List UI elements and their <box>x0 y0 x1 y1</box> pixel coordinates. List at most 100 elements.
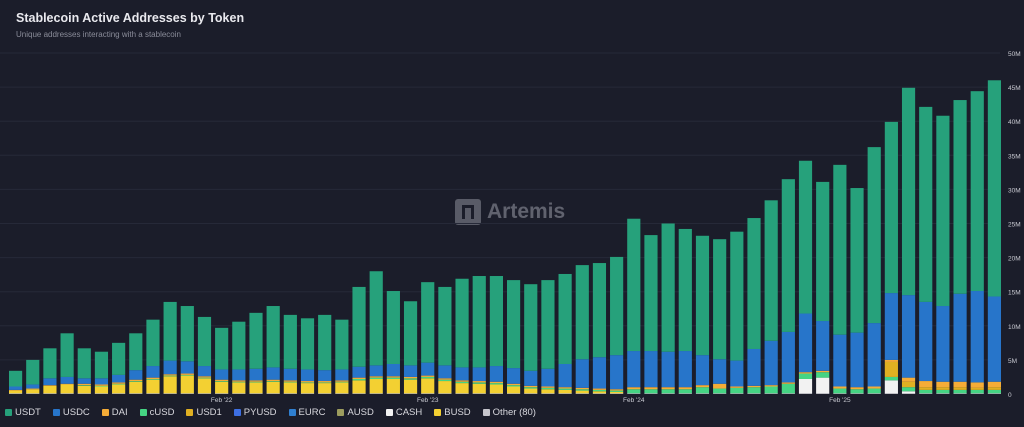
bar-segment-usdt <box>936 115 950 307</box>
y-tick-label: 20M <box>1008 256 1021 263</box>
bar-segment-other-80 <box>197 393 212 394</box>
bar-segment-cusd <box>438 379 452 382</box>
bar-segment-usdc <box>541 368 555 387</box>
bar-segment-other-80 <box>43 393 57 394</box>
bar-segment-dai <box>953 381 967 388</box>
bar-segment-usdt <box>403 301 418 366</box>
legend-swatch-icon <box>101 409 109 416</box>
bar-segment-cusd <box>472 382 486 384</box>
legend-item[interactable]: USDT <box>5 407 41 418</box>
legend-item[interactable]: cUSD <box>139 407 174 418</box>
bar-segment-usdc <box>833 334 847 387</box>
bar-segment-cusd <box>421 376 435 379</box>
bar-segment-usd1 <box>953 387 967 390</box>
bar-segment-usdc <box>163 360 177 375</box>
bar-segment-usdc <box>318 370 332 382</box>
legend-item[interactable]: DAI <box>101 407 128 418</box>
bar-segment-other-80 <box>163 393 177 394</box>
legend-swatch-icon <box>482 409 490 416</box>
bar-segment-usdt <box>610 256 624 356</box>
legend-item[interactable]: AUSD <box>337 407 374 418</box>
bar-segment-busd <box>507 386 521 394</box>
legend-item[interactable]: Other (80) <box>482 407 536 418</box>
bar-segment-usdc <box>249 368 263 381</box>
bar-segment-usdc <box>455 367 469 381</box>
legend-label: USDC <box>62 407 90 418</box>
bar-segment-usdt <box>94 351 109 379</box>
legend-item[interactable]: CASH <box>385 407 422 418</box>
bar-segment-usd1 <box>970 387 984 390</box>
legend: USDT USDC DAI cUSD USD1 PYUSD EURC AUSD CASH BUSD… <box>5 407 536 418</box>
bar-segment-busd <box>180 375 194 394</box>
bar-segment-usdc <box>9 386 23 390</box>
bar-segment-usdt <box>730 231 744 361</box>
bar-segment-cusd <box>232 381 246 383</box>
bar-segment-other-80 <box>919 393 933 394</box>
bar-segment-usdc <box>816 321 830 371</box>
bar-segment-usdc <box>507 368 521 384</box>
bar-segment-usdc <box>403 365 418 377</box>
bar-segment-usdc <box>386 363 400 377</box>
bar-segment-cusd <box>489 383 503 385</box>
bar-segment-usd1 <box>901 381 916 388</box>
bar-segment-usdc <box>352 366 366 378</box>
legend-label: BUSD <box>444 407 471 418</box>
bar-segment-usdt <box>369 271 383 366</box>
bar-segment-cusd <box>987 389 1001 394</box>
bar-segment-usdt <box>300 318 315 370</box>
bar-segment-cusd <box>661 389 675 394</box>
bar-segment-usdt <box>60 333 74 377</box>
bar-segment-cusd <box>558 388 572 390</box>
bar-segment-dai <box>764 385 778 387</box>
bar-segment-dai <box>936 381 950 388</box>
bar-segment-other-80 <box>850 393 864 394</box>
bar-segment-dai <box>197 376 212 378</box>
bar-segment-cusd <box>77 385 91 386</box>
bar-segment-cusd <box>386 377 400 379</box>
legend-item[interactable]: USDC <box>52 407 90 418</box>
bar-segment-cusd <box>197 377 212 379</box>
y-tick-label: 15M <box>1008 290 1021 297</box>
bar-segment-usdc <box>661 351 675 388</box>
bar-segment-other-80 <box>232 393 246 394</box>
bar-segment-usdc <box>283 368 297 381</box>
bar-segment-cusd <box>163 375 177 377</box>
bar-segment-other-80 <box>352 393 366 394</box>
bar-segment-usdt <box>884 121 898 294</box>
legend-item[interactable]: PYUSD <box>233 407 277 418</box>
bar-segment-usdt <box>146 319 160 367</box>
bar-segment-busd <box>352 380 366 394</box>
bar-segment-usdc <box>798 313 813 373</box>
bar-segment-usdc <box>953 293 967 382</box>
bar-segment-usd1 <box>936 387 950 390</box>
bar-segment-cusd <box>112 383 126 385</box>
bar-segment-other-80 <box>60 393 74 394</box>
bar-segment-usdt <box>661 223 675 352</box>
bar-segment-usdt <box>781 179 795 332</box>
bar-segment-usdt <box>695 235 710 356</box>
bar-segment-dai <box>318 381 332 383</box>
legend-item[interactable]: EURC <box>288 407 325 418</box>
bar-segment-cusd <box>283 381 297 383</box>
bar-segment-usdt <box>764 200 778 341</box>
artemis-watermark: Artemis <box>455 199 565 225</box>
bar-segment-busd <box>129 381 143 394</box>
bar-segment-cusd <box>318 382 332 384</box>
bar-segment-other-80 <box>678 393 692 394</box>
bar-segment-usdc <box>180 361 194 374</box>
bar-segment-other-80 <box>507 393 521 394</box>
bar-segment-usdt <box>129 333 143 371</box>
bar-segment-busd <box>489 384 503 394</box>
bar-segment-cusd <box>816 372 830 378</box>
legend-item[interactable]: BUSD <box>434 407 471 418</box>
bar-segment-cusd <box>884 376 898 381</box>
legend-item[interactable]: USD1 <box>186 407 222 418</box>
bar-segment-other-80 <box>730 393 744 394</box>
bar-segment-cusd <box>867 388 881 394</box>
bar-segment-usdt <box>26 359 40 385</box>
bar-segment-usdt <box>112 342 126 375</box>
bar-segment-usdc <box>627 351 641 388</box>
bar-segment-usdc <box>215 369 229 380</box>
bar-segment-dai <box>592 388 607 390</box>
bar-segment-cusd <box>215 381 229 382</box>
